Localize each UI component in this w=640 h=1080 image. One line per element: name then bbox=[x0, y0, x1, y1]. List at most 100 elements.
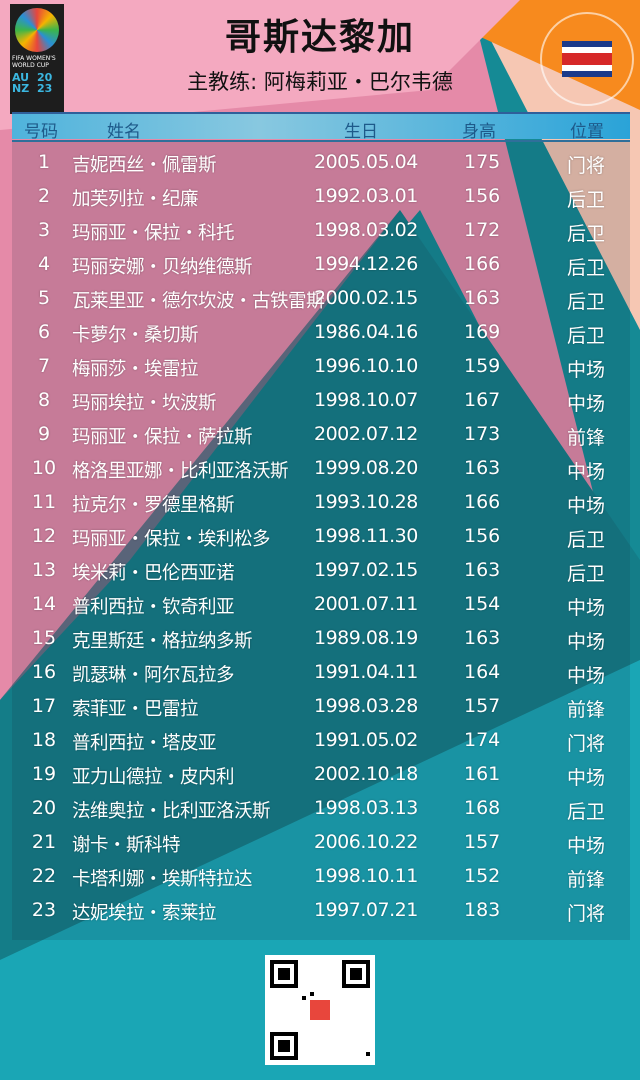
player-position: 后卫 bbox=[567, 257, 606, 279]
table-row: 12 玛丽亚・保拉・埃利松多 1998.11.30 156 后卫 bbox=[12, 520, 630, 554]
player-name: 玛丽安娜・贝纳维德斯 bbox=[72, 257, 253, 278]
player-height: 163 bbox=[464, 559, 501, 581]
player-position: 中场 bbox=[567, 393, 606, 415]
player-number: 23 bbox=[31, 899, 57, 921]
player-birthday: 1989.08.19 bbox=[314, 627, 418, 649]
logo-code: 23 bbox=[37, 82, 53, 95]
player-name: 凯瑟琳・阿尔瓦拉多 bbox=[72, 665, 235, 686]
player-height: 163 bbox=[464, 627, 501, 649]
player-birthday: 1986.04.16 bbox=[314, 321, 418, 343]
player-position: 门将 bbox=[567, 155, 606, 177]
player-height: 156 bbox=[464, 185, 501, 207]
table-row: 22 卡塔利娜・埃斯特拉达 1998.10.11 152 前锋 bbox=[12, 860, 630, 894]
table-row: 15 克里斯廷・格拉纳多斯 1989.08.19 163 中场 bbox=[12, 622, 630, 656]
player-position: 后卫 bbox=[567, 189, 606, 211]
player-birthday: 2002.07.12 bbox=[314, 423, 418, 445]
logo-code: NZ bbox=[12, 82, 30, 95]
player-height: 166 bbox=[464, 253, 501, 275]
table-row: 3 玛丽亚・保拉・科托 1998.03.02 172 后卫 bbox=[12, 214, 630, 248]
flag-badge bbox=[540, 12, 634, 106]
player-birthday: 1998.03.02 bbox=[314, 219, 418, 241]
player-name: 索菲亚・巴雷拉 bbox=[72, 699, 199, 720]
player-position: 后卫 bbox=[567, 563, 606, 585]
player-birthday: 1998.11.30 bbox=[314, 525, 418, 547]
player-birthday: 1996.10.10 bbox=[314, 355, 418, 377]
player-name: 拉克尔・罗德里格斯 bbox=[72, 495, 235, 516]
player-position: 中场 bbox=[567, 359, 606, 381]
player-height: 159 bbox=[464, 355, 501, 377]
player-height: 183 bbox=[464, 899, 501, 921]
player-height: 164 bbox=[464, 661, 501, 683]
player-number: 3 bbox=[37, 219, 51, 241]
table-row: 16 凯瑟琳・阿尔瓦拉多 1991.04.11 164 中场 bbox=[12, 656, 630, 690]
player-birthday: 1998.10.07 bbox=[314, 389, 418, 411]
player-birthday: 1993.10.28 bbox=[314, 491, 418, 513]
player-number: 14 bbox=[31, 593, 57, 615]
player-position: 后卫 bbox=[567, 529, 606, 551]
table-row: 10 格洛里亚娜・比利亚洛沃斯 1999.08.20 163 中场 bbox=[12, 452, 630, 486]
col-height: 身高 bbox=[462, 122, 496, 142]
player-birthday: 1998.03.13 bbox=[314, 797, 418, 819]
qr-code bbox=[265, 955, 375, 1065]
player-number: 1 bbox=[37, 151, 51, 173]
player-name: 加芙列拉・纪廉 bbox=[72, 189, 199, 210]
player-number: 12 bbox=[31, 525, 57, 547]
table-row: 20 法维奥拉・比利亚洛沃斯 1998.03.13 168 后卫 bbox=[12, 792, 630, 826]
table-row: 2 加芙列拉・纪廉 1992.03.01 156 后卫 bbox=[12, 180, 630, 214]
player-position: 门将 bbox=[567, 903, 606, 925]
player-birthday: 1997.02.15 bbox=[314, 559, 418, 581]
page-title: 哥斯达黎加 bbox=[224, 17, 415, 58]
player-name: 吉妮西丝・佩雷斯 bbox=[72, 155, 217, 176]
costa-rica-flag-icon bbox=[562, 41, 612, 77]
player-name: 谢卡・斯科特 bbox=[72, 835, 181, 856]
table-row: 1 吉妮西丝・佩雷斯 2005.05.04 175 门将 bbox=[12, 146, 630, 180]
roster-table bbox=[12, 140, 630, 940]
player-height: 157 bbox=[464, 831, 501, 853]
player-name: 卡塔利娜・埃斯特拉达 bbox=[72, 869, 253, 890]
player-height: 172 bbox=[464, 219, 501, 241]
logo-text: FIFA WOMEN'S WORLD CUP bbox=[12, 55, 56, 69]
player-number: 22 bbox=[31, 865, 57, 887]
player-position: 中场 bbox=[567, 835, 606, 857]
player-name: 玛丽亚・保拉・埃利松多 bbox=[72, 529, 271, 550]
player-height: 168 bbox=[464, 797, 501, 819]
player-position: 后卫 bbox=[567, 325, 606, 347]
player-number: 2 bbox=[37, 185, 51, 207]
player-height: 166 bbox=[464, 491, 501, 513]
table-row: 14 普利西拉・钦奇利亚 2001.07.11 154 中场 bbox=[12, 588, 630, 622]
player-number: 6 bbox=[37, 321, 51, 343]
player-number: 16 bbox=[31, 661, 57, 683]
player-birthday: 2005.05.04 bbox=[314, 151, 418, 173]
player-name: 埃米莉・巴伦西亚诺 bbox=[72, 563, 235, 584]
player-name: 普利西拉・钦奇利亚 bbox=[72, 597, 235, 618]
table-row: 13 埃米莉・巴伦西亚诺 1997.02.15 163 后卫 bbox=[12, 554, 630, 588]
player-name: 达妮埃拉・索莱拉 bbox=[72, 903, 217, 924]
logo-code: 20 bbox=[37, 71, 53, 84]
table-row: 7 梅丽莎・埃雷拉 1996.10.10 159 中场 bbox=[12, 350, 630, 384]
player-name: 法维奥拉・比利亚洛沃斯 bbox=[72, 801, 271, 822]
player-name: 玛丽亚・保拉・萨拉斯 bbox=[72, 427, 253, 448]
table-header: 号码 姓名 生日 身高 位置 bbox=[12, 112, 630, 142]
player-birthday: 2000.02.15 bbox=[314, 287, 418, 309]
col-position: 位置 bbox=[570, 122, 604, 142]
player-number: 13 bbox=[31, 559, 57, 581]
player-number: 5 bbox=[37, 287, 51, 309]
player-number: 20 bbox=[31, 797, 57, 819]
col-name: 姓名 bbox=[107, 122, 141, 142]
player-birthday: 1997.07.21 bbox=[314, 899, 418, 921]
player-position: 门将 bbox=[567, 733, 606, 755]
table-row: 23 达妮埃拉・索莱拉 1997.07.21 183 门将 bbox=[12, 894, 630, 928]
player-birthday: 1999.08.20 bbox=[314, 457, 418, 479]
player-number: 7 bbox=[37, 355, 51, 377]
table-row: 11 拉克尔・罗德里格斯 1993.10.28 166 中场 bbox=[12, 486, 630, 520]
player-name: 卡萝尔・桑切斯 bbox=[72, 325, 199, 346]
player-height: 173 bbox=[464, 423, 501, 445]
player-position: 后卫 bbox=[567, 291, 606, 313]
player-number: 4 bbox=[37, 253, 51, 275]
table-row: 5 瓦莱里亚・德尔坎波・古铁雷斯 2000.02.15 163 后卫 bbox=[12, 282, 630, 316]
player-position: 前锋 bbox=[567, 699, 606, 721]
player-position: 中场 bbox=[567, 631, 606, 653]
player-number: 10 bbox=[31, 457, 57, 479]
fifa-womens-world-cup-logo: FIFA WOMEN'S WORLD CUP AU 20 NZ 23 bbox=[10, 4, 64, 114]
